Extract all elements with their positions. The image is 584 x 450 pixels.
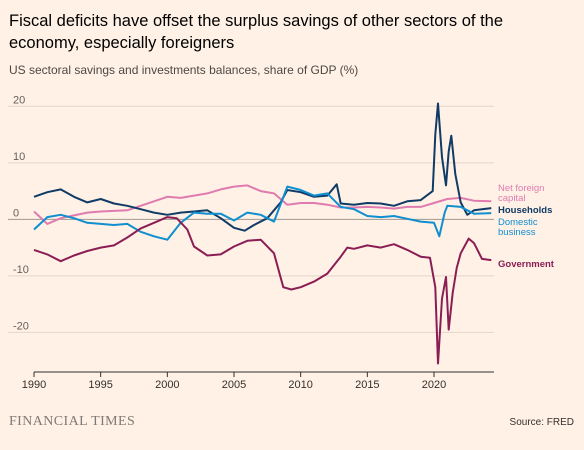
brand-logo-text: FINANCIAL TIMES [9,414,136,429]
series-label: Households [498,205,552,216]
y-tick-label: 10 [13,151,25,163]
grid-lines [8,105,494,333]
x-tick-label: 2015 [355,379,379,391]
x-tick-label: 2005 [222,379,246,391]
series-label: Domestic [498,217,538,228]
series-labels: Net foreigncapitalHouseholdsDomesticbusi… [498,183,555,270]
series-label: capital [498,193,525,204]
x-axis: 1990 1995 2000 2005 2010 2015 2020 [22,371,494,391]
x-tick-label: 1995 [88,379,112,391]
x-tick-label: 2010 [288,379,312,391]
chart-subtitle: US sectoral savings and investments bala… [9,63,359,77]
series-label: Net foreign [498,183,544,194]
y-tick-label: -10 [13,264,29,276]
x-tick-label: 1990 [22,379,46,391]
series-label: business [498,227,536,238]
series-lines [33,102,492,365]
series-label: Government [498,259,555,270]
chart-title: Fiscal deficits have offset the surplus … [9,12,504,52]
y-tick-label: 20 [13,94,25,106]
x-tick-label: 2000 [155,379,179,391]
series-line-net-foreign-capital [33,184,492,225]
x-tick-label: 2020 [422,379,446,391]
series-line-households [33,102,492,232]
y-tick-label: -20 [13,320,29,332]
source-note: Source: FRED [509,417,574,428]
series-line-government [33,216,492,365]
y-tick-labels: 20 10 0 -10 -20 [13,94,29,332]
series-line-domestic-business [33,185,492,241]
y-tick-label: 0 [13,207,19,219]
